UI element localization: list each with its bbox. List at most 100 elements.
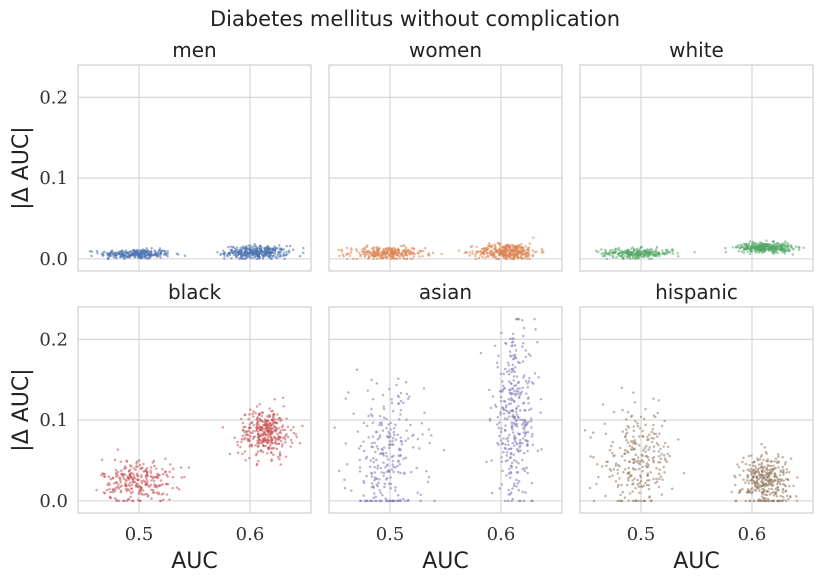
data-point xyxy=(160,493,163,496)
data-point xyxy=(618,249,622,252)
data-point xyxy=(516,381,520,385)
data-point xyxy=(376,484,379,488)
data-point xyxy=(350,248,353,252)
data-point xyxy=(645,444,648,448)
data-point xyxy=(618,499,621,503)
data-point xyxy=(730,490,733,494)
data-point xyxy=(648,495,652,498)
data-point xyxy=(517,499,521,503)
data-point xyxy=(734,483,737,487)
data-point xyxy=(510,370,513,374)
data-point xyxy=(682,471,686,475)
data-point xyxy=(119,481,122,484)
data-point xyxy=(622,470,625,474)
data-point xyxy=(387,443,391,447)
data-point xyxy=(533,317,536,321)
data-point xyxy=(774,492,777,495)
data-point xyxy=(540,448,543,451)
axes-frame xyxy=(579,306,814,514)
data-point xyxy=(524,432,527,435)
data-point xyxy=(532,236,535,240)
data-point xyxy=(369,499,373,503)
data-point xyxy=(779,494,783,498)
data-point xyxy=(382,461,385,464)
data-point xyxy=(363,248,367,251)
data-point xyxy=(149,249,153,253)
data-point xyxy=(517,416,520,419)
data-point xyxy=(257,426,260,430)
data-point xyxy=(496,365,500,369)
data-point xyxy=(640,252,643,255)
data-point xyxy=(223,257,226,260)
data-point xyxy=(516,387,519,390)
data-point xyxy=(391,459,395,463)
data-point xyxy=(502,399,506,403)
data-point xyxy=(507,415,511,418)
data-point xyxy=(609,469,613,472)
data-point xyxy=(517,404,520,408)
data-point xyxy=(761,482,765,486)
data-point xyxy=(282,405,285,408)
data-point xyxy=(289,445,292,448)
data-point xyxy=(392,465,395,468)
data-point xyxy=(660,452,663,456)
data-point xyxy=(134,253,137,257)
data-point xyxy=(230,248,234,252)
data-point xyxy=(504,447,507,450)
data-point xyxy=(273,397,276,401)
data-point xyxy=(431,251,435,255)
data-point xyxy=(372,460,376,464)
data-point xyxy=(412,255,416,258)
data-point xyxy=(243,413,247,416)
data-point xyxy=(782,471,785,474)
data-point xyxy=(765,484,769,487)
data-point xyxy=(247,417,250,421)
points-asian xyxy=(333,317,543,503)
data-point xyxy=(261,257,265,260)
data-point xyxy=(506,440,510,443)
data-point xyxy=(375,430,378,434)
data-point xyxy=(350,489,353,492)
data-point xyxy=(522,401,526,405)
data-point xyxy=(519,441,522,445)
data-point xyxy=(370,482,374,485)
panel-title-asian: asian xyxy=(419,280,472,304)
data-point xyxy=(609,254,612,257)
data-point xyxy=(109,490,112,494)
data-point xyxy=(782,468,785,472)
data-point xyxy=(648,257,651,261)
data-point xyxy=(109,477,112,481)
data-point xyxy=(241,245,245,248)
data-point xyxy=(515,485,518,488)
data-point xyxy=(142,462,145,466)
data-point xyxy=(788,495,792,498)
data-point xyxy=(256,420,259,424)
data-point xyxy=(343,486,347,490)
data-point xyxy=(629,440,633,443)
data-point xyxy=(642,255,646,259)
data-point xyxy=(773,247,777,250)
data-point xyxy=(786,478,790,482)
data-point xyxy=(508,350,512,353)
data-point xyxy=(776,478,780,481)
data-point xyxy=(639,479,643,483)
data-point xyxy=(641,454,644,457)
data-point xyxy=(781,488,785,491)
data-point xyxy=(136,250,139,254)
data-point xyxy=(142,470,145,473)
data-point xyxy=(291,248,295,251)
data-point xyxy=(625,483,629,487)
data-point xyxy=(611,440,615,444)
data-point xyxy=(493,244,497,248)
data-point xyxy=(404,456,408,459)
data-point xyxy=(96,252,99,255)
data-point xyxy=(276,413,279,416)
data-point xyxy=(783,252,786,255)
data-point xyxy=(523,248,527,252)
data-point xyxy=(661,478,664,481)
data-point xyxy=(505,474,508,477)
data-point xyxy=(636,422,639,425)
data-point xyxy=(504,443,507,446)
data-point xyxy=(402,256,405,259)
data-point xyxy=(797,248,801,251)
